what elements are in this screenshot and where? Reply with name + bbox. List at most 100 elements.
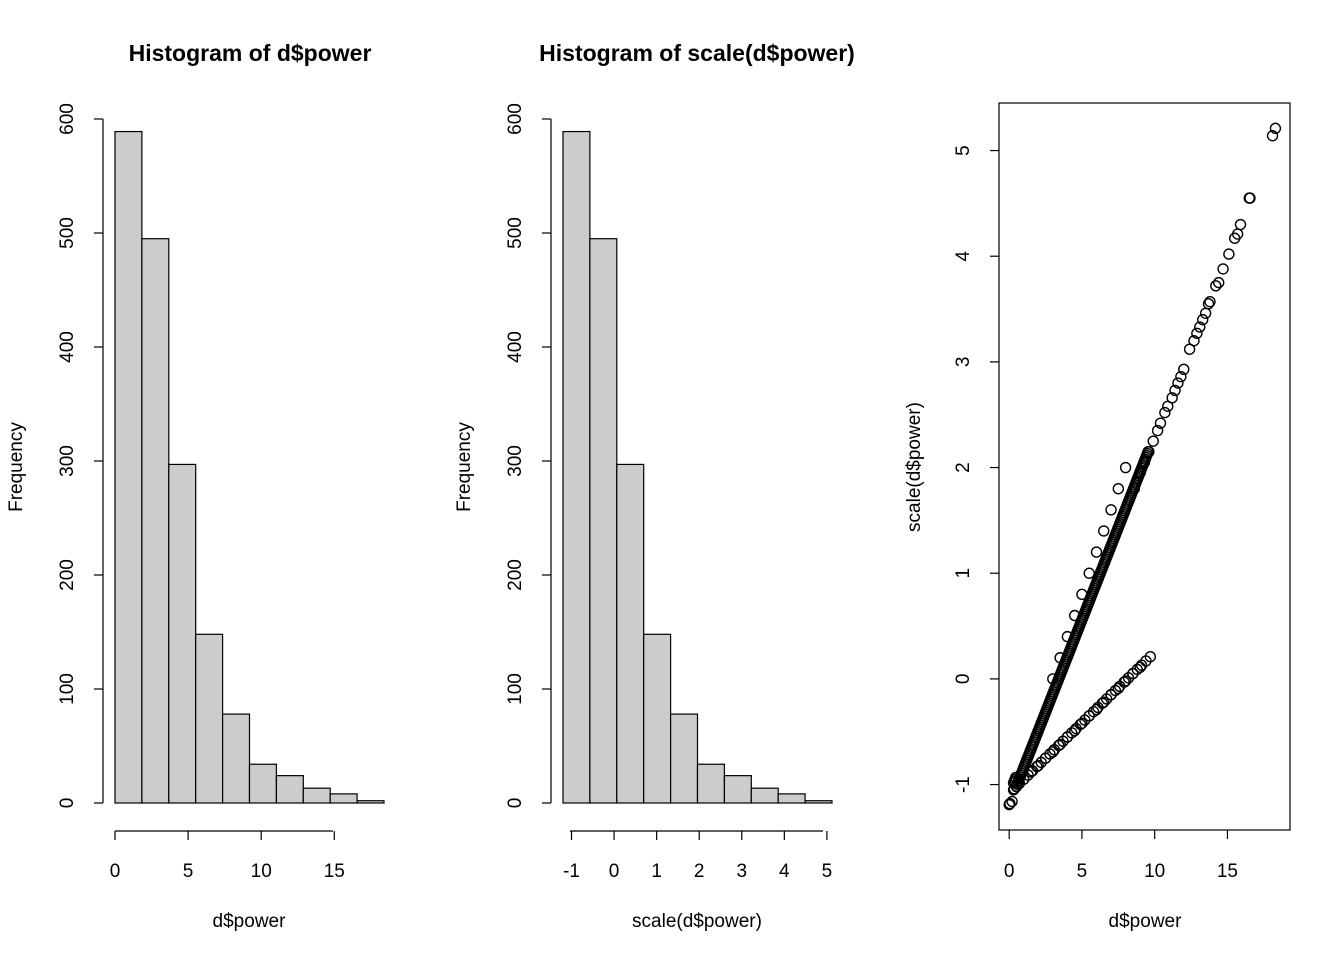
x-tick-label: 5 <box>183 861 194 882</box>
scatter-point <box>1105 504 1117 516</box>
y-tick-label: 0 <box>57 798 78 809</box>
x-tick-label: 0 <box>110 861 121 882</box>
x-axis-label: d$power <box>1109 911 1183 932</box>
chart-title: Histogram of d$power <box>129 40 372 66</box>
y-tick-label: 300 <box>505 445 526 477</box>
y-tick-label: 0 <box>953 674 974 685</box>
histogram-bar <box>750 787 779 804</box>
histogram-bar <box>114 130 143 804</box>
scatter-point <box>1217 263 1229 275</box>
histogram-bar <box>275 775 304 804</box>
x-tick-label: 5 <box>1077 861 1088 882</box>
x-ticks: 0 5 10 15 <box>110 831 345 882</box>
histogram-bar <box>777 793 806 804</box>
scatter-point <box>1199 307 1212 319</box>
y-tick-label: 100 <box>57 673 78 705</box>
scatter-point <box>1188 335 1200 347</box>
scatter-point <box>1202 298 1215 310</box>
histogram-bar <box>696 763 725 804</box>
y-tick-label: 400 <box>57 331 78 363</box>
y-tick-label: 600 <box>57 103 78 135</box>
scatter-point <box>1098 696 1110 708</box>
x-tick-label: 1 <box>651 861 662 882</box>
scatter-point <box>1039 752 1052 764</box>
histogram-bar <box>248 763 277 804</box>
y-tick-label: 0 <box>505 798 526 809</box>
scatter-point <box>1032 759 1044 772</box>
x-tick-label: -1 <box>563 861 580 882</box>
scatter-point <box>1196 313 1209 326</box>
scatter-point <box>1210 280 1222 292</box>
scatter-point <box>1006 795 1018 808</box>
scatter-point <box>1061 731 1074 743</box>
histogram-bar <box>168 463 197 804</box>
histogram-bar <box>723 775 752 804</box>
scatter-point <box>1004 797 1016 810</box>
x-tick-label: 15 <box>1217 861 1238 882</box>
histogram-bar <box>669 713 699 804</box>
x-tick-label: 10 <box>1144 861 1165 882</box>
scatter-point <box>1159 406 1171 419</box>
scatter-point <box>1191 327 1203 340</box>
scatter-point <box>1112 682 1125 695</box>
x-tick-label: 4 <box>779 861 790 882</box>
scatter-point <box>1119 461 1132 474</box>
scatter-point <box>1166 392 1178 404</box>
histogram-panel-1: Histogram of d$power 0 5 10 15 0 100 200 300 40… <box>6 40 385 932</box>
x-tick-label: 5 <box>822 861 833 882</box>
histogram-bar <box>643 633 672 804</box>
scatter-point <box>1175 370 1187 383</box>
scatter-point <box>1134 661 1146 673</box>
y-tick-label: 400 <box>505 331 526 363</box>
histogram-bar <box>562 130 591 804</box>
scatter-point <box>1144 651 1157 663</box>
scatter-point <box>1266 130 1279 142</box>
x-axis-label: d$power <box>213 911 287 932</box>
x-tick-label: 0 <box>1004 861 1015 882</box>
scatter-point <box>1244 192 1256 204</box>
histogram-bar <box>804 800 833 804</box>
scatter-point <box>1151 424 1164 437</box>
y-tick-label: 5 <box>953 145 974 156</box>
scatter-point <box>1169 384 1181 397</box>
bars <box>562 130 833 804</box>
x-tick-label: 3 <box>736 861 747 882</box>
histogram-bar <box>616 463 645 804</box>
scatter-point <box>1083 567 1095 579</box>
scatter-point <box>1142 446 1154 458</box>
scatter-point <box>1154 417 1167 429</box>
y-ticks: 0 100 200 300 400 500 600 <box>57 103 103 808</box>
x-tick-label: 2 <box>694 861 705 882</box>
histogram-bar <box>356 800 385 804</box>
y-tick-label: 3 <box>953 357 974 368</box>
x-ticks: -1 0 1 2 3 4 5 <box>563 831 832 882</box>
scatter-point <box>1098 525 1110 537</box>
y-tick-label: 2 <box>953 462 974 473</box>
x-tick-label: 15 <box>324 861 345 882</box>
y-tick-label: 500 <box>505 217 526 249</box>
scatter-point <box>1047 746 1059 758</box>
y-tick-label: 200 <box>505 559 526 591</box>
scatter-point <box>1054 738 1066 751</box>
scatter-point <box>1112 482 1125 495</box>
scatter-point <box>1234 218 1247 231</box>
scatter-point <box>1105 689 1117 701</box>
x-axis-label: scale(d$power) <box>632 911 762 932</box>
y-ticks: 0 100 200 300 400 500 600 <box>505 103 551 808</box>
x-tick-label: 0 <box>609 861 620 882</box>
scatter-point <box>1178 363 1190 375</box>
scatter-point <box>1090 546 1103 558</box>
scatter-point <box>1119 675 1132 687</box>
scatter-point <box>1083 710 1095 722</box>
y-tick-label: 100 <box>505 673 526 705</box>
y-axis-label: Frequency <box>454 422 475 512</box>
y-tick-label: 1 <box>953 568 974 579</box>
y-tick-label: -1 <box>953 776 974 793</box>
x-tick-label: 10 <box>251 861 272 882</box>
y-tick-label: 4 <box>953 251 974 262</box>
scatter-point <box>1147 435 1159 447</box>
scatter-point <box>1090 703 1103 716</box>
histogram-bar <box>302 787 331 804</box>
plot-box <box>998 102 1291 831</box>
